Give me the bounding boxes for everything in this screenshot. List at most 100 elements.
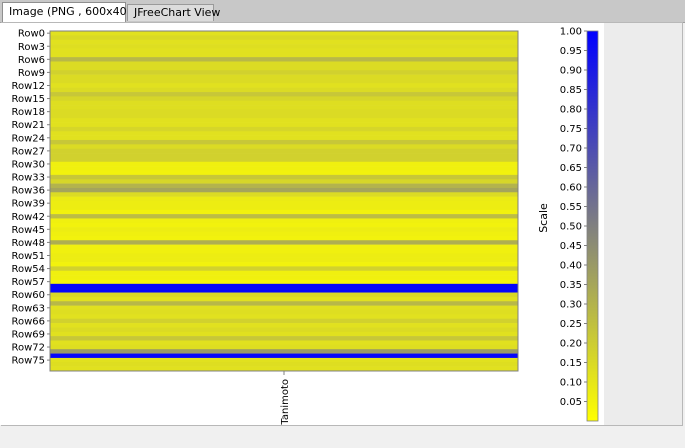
heatmap-cell	[50, 336, 518, 341]
heatmap-cell	[50, 279, 518, 285]
heatmap-cell	[50, 283, 518, 289]
row-label: Row39	[11, 199, 45, 210]
heatmap-cell	[50, 87, 518, 93]
heatmap-cell	[50, 65, 518, 71]
heatmap-cell	[50, 170, 518, 176]
heatmap-cell	[50, 153, 518, 158]
heatmap-cell	[50, 214, 518, 219]
row-label: Row18	[11, 107, 45, 118]
row-label: Row69	[11, 329, 45, 340]
scale-tick-label: 0.55	[560, 202, 582, 213]
chart-image: Row0 Row3 Row6 Row9 Row12 Row15 Row18 Row21 Row2…	[0, 23, 604, 425]
heatmap-cell	[50, 288, 518, 293]
row-label: Row63	[11, 303, 45, 314]
heatmap-cell	[50, 309, 518, 315]
scale-tick-label: 0.80	[560, 105, 582, 116]
heatmap-cell	[50, 248, 518, 254]
heatmap-cell	[50, 144, 518, 149]
scale-tick-label: 0.20	[560, 339, 582, 350]
scale-tick-label: 0.95	[560, 46, 582, 57]
heatmap-cell	[50, 192, 518, 197]
scale-tick-label: 0.35	[560, 280, 582, 291]
scale-tick-label: 0.70	[560, 144, 582, 155]
row-label: Row54	[11, 264, 45, 275]
scale-tick-label: 0.10	[560, 378, 582, 389]
tab-image-png[interactable]: Image (PNG , 600x400)	[2, 2, 138, 23]
heatmap-cell	[50, 362, 518, 367]
row-label: Row0	[18, 29, 45, 40]
row-label: Row45	[11, 225, 45, 236]
row-label: Row6	[18, 55, 45, 66]
heatmap-cell	[50, 331, 518, 337]
heatmap-cell	[50, 262, 518, 267]
heatmap-cell	[50, 222, 518, 228]
x-category-label: Tanimoto	[280, 379, 291, 425]
heatmap-cell	[50, 52, 518, 58]
heatmap-cell	[50, 122, 518, 128]
heatmap-cell	[50, 292, 518, 298]
heatmap-cell	[50, 118, 518, 123]
heatmap-cell	[50, 74, 518, 80]
color-scale-bar	[586, 30, 599, 422]
scale-tick-label: 0.65	[560, 163, 582, 174]
heatmap-cell	[50, 344, 518, 350]
heatmap-cell	[50, 179, 518, 184]
heatmap-cell	[50, 296, 518, 302]
scale-title: Scale	[537, 203, 550, 233]
tab-bar: Image (PNG , 600x400) JFreeChart View	[0, 0, 685, 23]
scale-tick-label: 0.25	[560, 319, 582, 330]
row-label: Row15	[11, 94, 45, 105]
heatmap-cell	[50, 349, 518, 354]
heatmap-cell	[50, 240, 518, 245]
heatmap-cell	[50, 157, 518, 163]
heatmap-chart: Row0 Row3 Row6 Row9 Row12 Row15 Row18 Row21 Row2…	[11, 27, 599, 425]
row-label: Row3	[18, 42, 45, 53]
tab-jfreechart-view[interactable]: JFreeChart View	[127, 4, 220, 21]
row-label: Row51	[11, 251, 45, 262]
scale-tick-label: 0.60	[560, 183, 582, 194]
row-label: Row30	[11, 159, 45, 170]
row-label: Row21	[11, 120, 45, 131]
row-label: Row75	[11, 356, 45, 367]
heatmap-cell	[50, 201, 518, 206]
scale-tick-label: 0.45	[560, 241, 582, 252]
heatmap-cell	[50, 31, 518, 36]
heatmap-cell	[50, 301, 518, 306]
scale-tick-label: 0.75	[560, 124, 582, 135]
heatmap-cell	[50, 318, 518, 324]
heatmap-cell	[50, 366, 518, 372]
row-label: Row12	[11, 81, 45, 92]
heatmap-cell	[50, 231, 518, 237]
heatmap-cell	[50, 139, 518, 145]
row-label: Row24	[11, 133, 45, 144]
heatmap-cell	[50, 131, 518, 136]
heatmap-cell	[50, 266, 518, 272]
heatmap-cell	[50, 244, 518, 250]
heatmap-cell	[50, 314, 518, 319]
heatmap-cell	[50, 92, 518, 97]
row-label: Row48	[11, 238, 45, 249]
heatmap-cell	[50, 227, 518, 232]
heatmap-cell	[50, 83, 518, 88]
row-label: Row36	[11, 186, 45, 197]
row-label: Row9	[18, 68, 45, 79]
heatmap-cell	[50, 57, 518, 62]
row-label: Row57	[11, 277, 45, 288]
heatmap-cell	[50, 70, 518, 75]
row-label: Row72	[11, 343, 45, 354]
scale-tick-label: 0.50	[560, 222, 582, 233]
row-label: Row60	[11, 290, 45, 301]
heatmap-cell	[50, 135, 518, 141]
heatmap-cell	[50, 44, 518, 49]
heatmap-cell	[50, 275, 518, 280]
heatmap-cell	[50, 187, 518, 193]
heatmap-cell	[50, 48, 518, 54]
row-label: Row66	[11, 316, 45, 327]
heatmap-cell	[50, 161, 518, 167]
heatmap-cell	[50, 166, 518, 171]
heatmap-cell	[50, 257, 518, 263]
heatmap-cell	[50, 323, 518, 328]
heatmap-cell	[50, 357, 518, 363]
heatmap-cell	[50, 183, 518, 189]
heatmap-cell	[50, 340, 518, 346]
